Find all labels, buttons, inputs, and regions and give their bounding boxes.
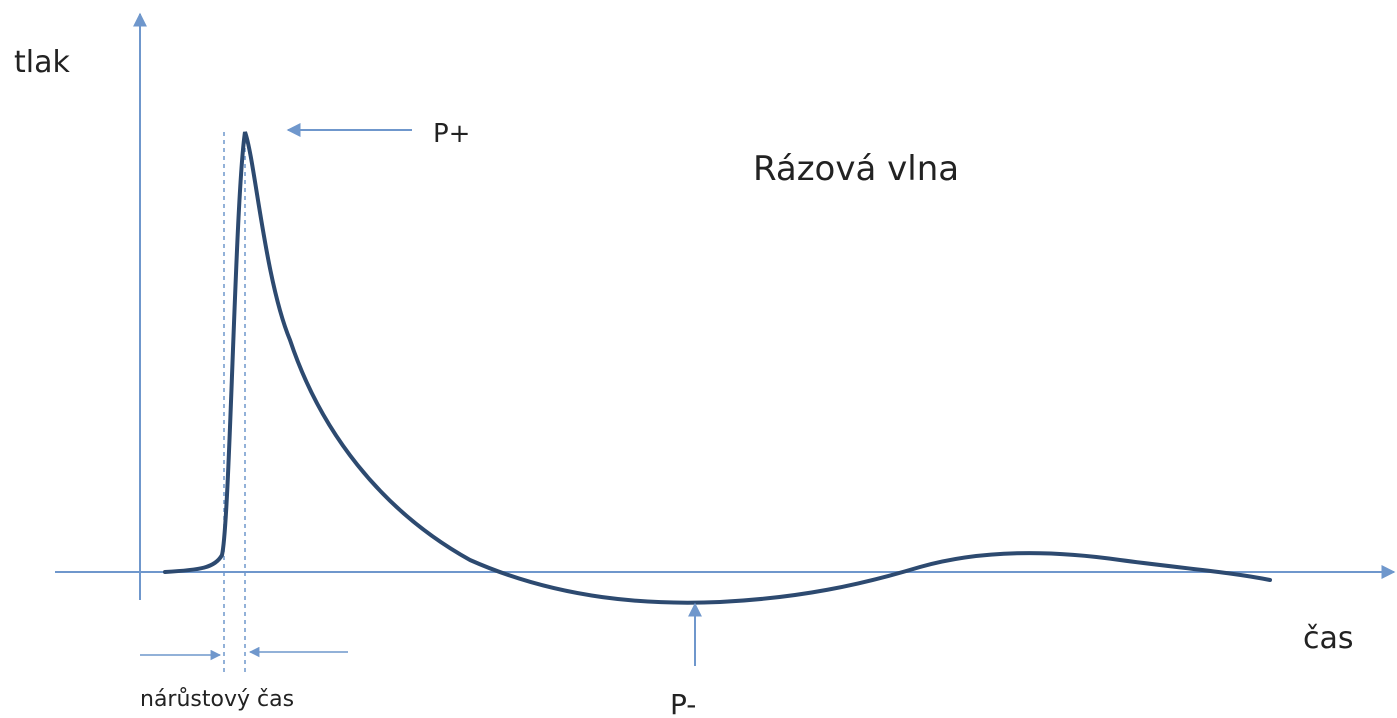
x-axis-label: čas xyxy=(1303,621,1354,656)
rise-time-label: nárůstový čas xyxy=(140,687,294,712)
y-axis-label: tlak xyxy=(14,45,70,80)
trough-label: P- xyxy=(670,688,696,718)
peak-label: P+ xyxy=(433,119,470,149)
title: Rázová vlna xyxy=(753,149,959,189)
wave-curve xyxy=(163,131,1272,605)
